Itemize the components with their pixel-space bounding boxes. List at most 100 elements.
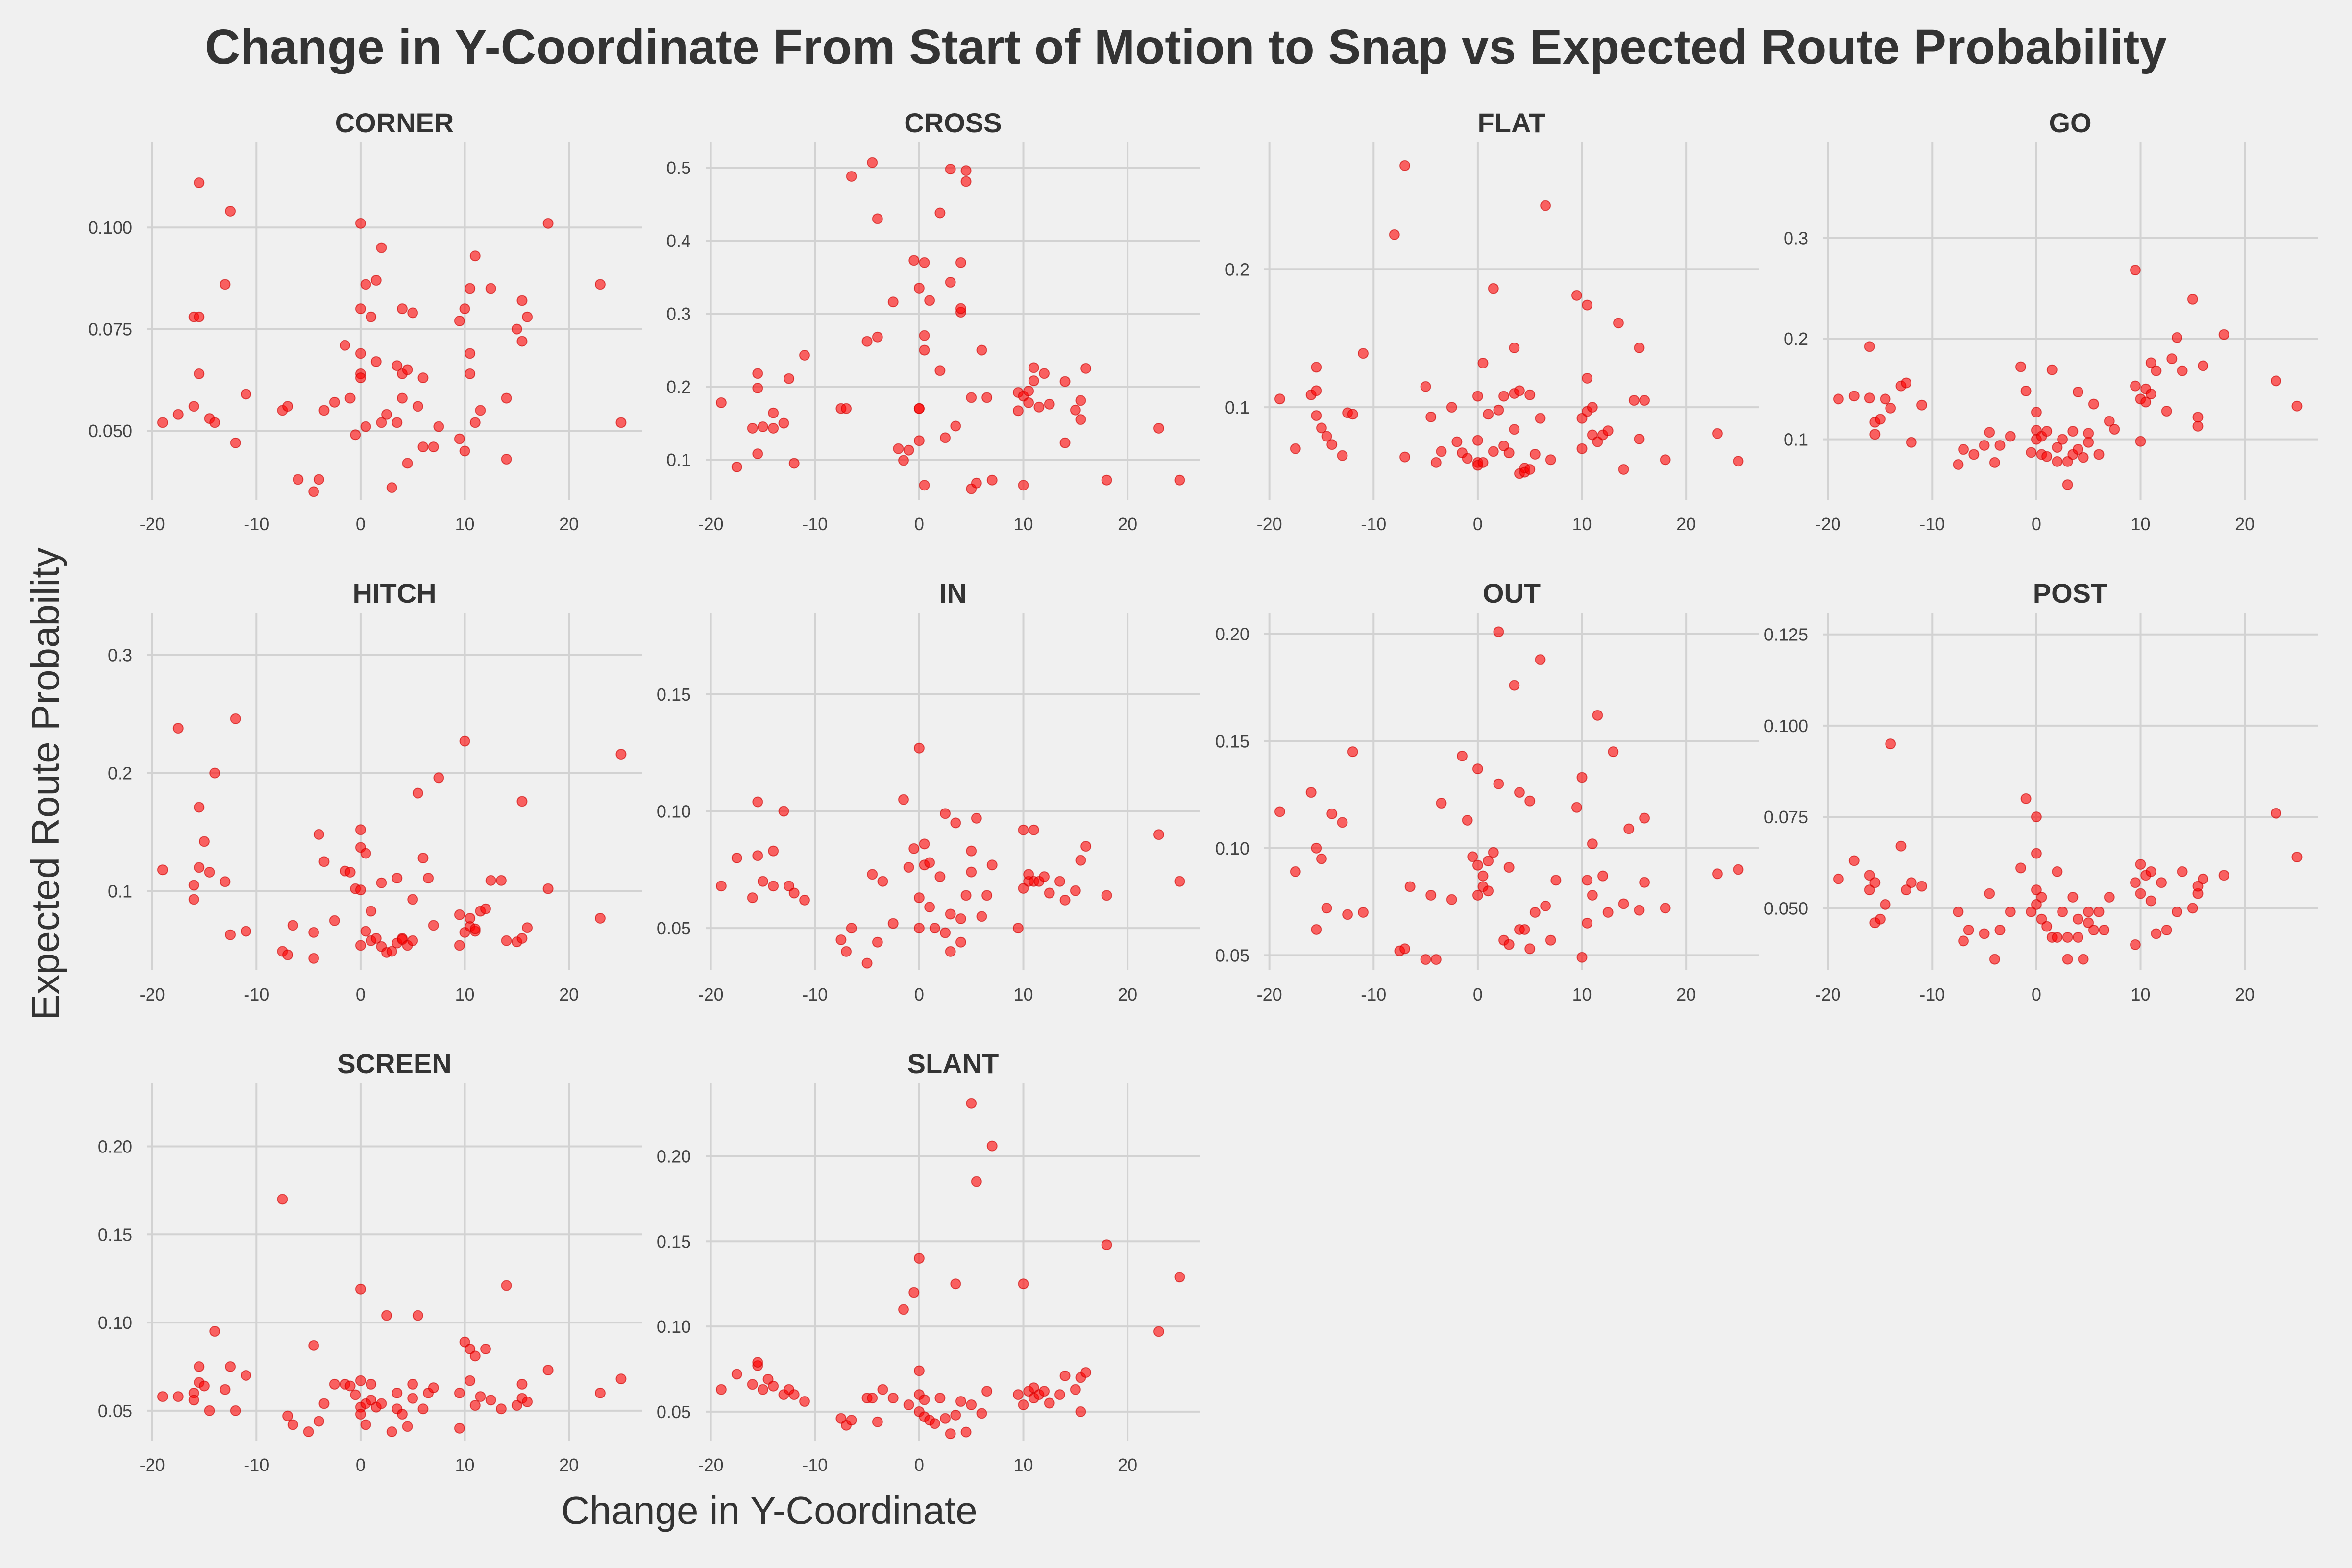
data-point	[355, 303, 366, 315]
data-point	[1550, 875, 1562, 886]
x-tick-label: -20	[1815, 514, 1841, 534]
data-point	[2052, 866, 2063, 877]
data-point	[1628, 395, 1640, 406]
data-point	[731, 852, 742, 863]
data-point	[396, 392, 408, 404]
data-point	[392, 360, 403, 371]
data-point	[913, 1365, 925, 1376]
data-point	[861, 957, 873, 969]
data-point	[475, 405, 486, 416]
data-point	[1358, 348, 1369, 359]
x-tick-label: -10	[802, 984, 828, 1004]
y-tick-label: 0.20	[657, 1146, 691, 1166]
data-point	[1493, 778, 1504, 789]
data-point	[752, 383, 763, 394]
data-point	[1311, 410, 1322, 421]
data-point	[778, 417, 789, 429]
x-tick-label: 20	[1676, 514, 1696, 534]
data-point	[1316, 853, 1327, 864]
data-point	[1493, 626, 1504, 637]
data-point	[768, 423, 779, 434]
data-point	[157, 417, 168, 428]
data-point	[469, 923, 481, 934]
data-point	[1545, 454, 1556, 466]
data-point	[913, 923, 925, 934]
data-point	[1316, 422, 1327, 434]
data-point	[282, 401, 294, 412]
data-point	[1075, 414, 1086, 425]
data-point	[752, 796, 763, 808]
x-tick-label: 0	[1473, 984, 1483, 1004]
data-point	[522, 1396, 533, 1407]
data-point	[2177, 866, 2188, 877]
data-point	[908, 1287, 920, 1298]
data-point	[188, 401, 199, 412]
data-point	[1012, 1389, 1024, 1400]
data-point	[872, 213, 883, 224]
data-point	[919, 838, 930, 850]
data-point	[1321, 431, 1332, 442]
x-tick-label: -20	[140, 514, 165, 534]
data-point	[1901, 884, 1912, 896]
data-point	[308, 953, 319, 964]
data-point	[329, 915, 340, 926]
y-tick-label: 0.050	[88, 421, 132, 441]
panel-in: IN -20 -10 0 10 20 0.05 0.10 0.15	[657, 578, 1200, 1004]
data-point	[1174, 1272, 1185, 1283]
data-point	[1503, 447, 1515, 459]
data-point	[788, 458, 800, 469]
y-tick-label: 0.10	[657, 802, 691, 822]
data-point	[2031, 848, 2042, 859]
y-tick-label: 0.2	[666, 377, 691, 397]
data-point	[1477, 457, 1489, 468]
data-point	[2015, 862, 2026, 874]
data-point	[501, 392, 512, 404]
panel-title-post: POST	[2033, 578, 2107, 609]
data-point	[2171, 332, 2182, 343]
data-point	[428, 920, 439, 931]
data-point	[971, 1176, 982, 1187]
data-point	[1305, 787, 1317, 798]
data-point	[194, 368, 205, 379]
data-point	[1080, 1367, 1092, 1378]
data-point	[1864, 341, 1875, 352]
x-tick-label: 10	[1014, 514, 1033, 534]
data-point	[788, 1389, 800, 1400]
data-point	[542, 218, 554, 229]
data-point	[412, 401, 423, 412]
data-point	[469, 1350, 481, 1362]
data-point	[1477, 357, 1489, 368]
data-point	[2099, 925, 2110, 936]
data-point	[1420, 954, 1431, 965]
y-tick-label: 0.4	[666, 231, 691, 251]
data-point	[386, 1426, 397, 1438]
data-point	[1509, 424, 1520, 435]
data-point	[976, 344, 987, 356]
data-point	[929, 1418, 940, 1429]
data-point	[2072, 386, 2083, 397]
panel-slant: SLANT -20 -10 0 10 20 0.05 0.10 0.15 0.20	[657, 1048, 1200, 1475]
data-point	[1916, 399, 1927, 411]
data-point	[459, 303, 470, 315]
data-point	[344, 867, 356, 878]
data-point	[355, 1283, 366, 1295]
data-point	[485, 875, 496, 886]
data-point	[1535, 654, 1546, 665]
data-point	[846, 923, 857, 934]
data-point	[752, 448, 763, 460]
data-point	[1582, 299, 1593, 311]
data-point	[428, 1382, 439, 1394]
data-point	[2031, 884, 2042, 896]
data-point	[282, 949, 294, 960]
data-point	[981, 890, 993, 901]
data-point	[2062, 931, 2073, 943]
data-point	[747, 892, 758, 904]
x-tick-label: -10	[802, 1455, 828, 1475]
data-point	[715, 397, 727, 408]
data-point	[945, 277, 956, 288]
data-point	[1070, 885, 1081, 896]
data-point	[1634, 342, 1645, 353]
data-point	[465, 283, 476, 294]
data-point	[313, 829, 324, 840]
data-point	[329, 396, 340, 408]
